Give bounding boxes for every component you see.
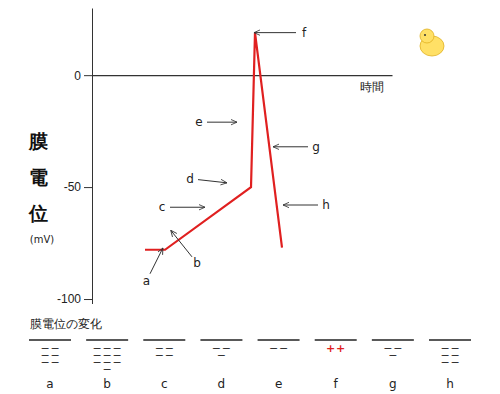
- y-tick: -100: [57, 292, 92, 306]
- y-tick-mark: [84, 187, 92, 188]
- membrane-line: [258, 339, 300, 341]
- charge-symbol: −: [450, 356, 459, 369]
- annotation-arrow: [254, 32, 296, 33]
- membrane-panel: −−−g: [372, 340, 414, 391]
- panel-label: b: [103, 377, 111, 391]
- membrane-panel: ++ f: [315, 340, 357, 391]
- x-axis-line: [93, 75, 393, 76]
- membrane-line: [372, 339, 414, 341]
- membrane-line: [315, 339, 357, 341]
- annotation-label: a: [143, 274, 150, 288]
- charge-symbol: −: [40, 356, 49, 369]
- charge-symbol: −: [279, 342, 288, 355]
- panel-label: f: [334, 377, 339, 391]
- charge-row: −−: [440, 356, 459, 369]
- panel-label: a: [46, 377, 53, 391]
- annotation-arrow: [198, 180, 227, 183]
- chart: 0-50-100時間膜電位(mV)abcdefgh膜電位の変化−−−−−−a−−…: [0, 0, 500, 394]
- membrane-line: [143, 339, 185, 341]
- y-axis: 0 -50 -100: [57, 9, 93, 307]
- y-tick-mark: [84, 299, 92, 300]
- charge-symbol: −: [217, 349, 226, 362]
- membrane-panel: −−−− c: [143, 340, 185, 391]
- charge-row: −: [217, 349, 226, 362]
- panel-label: e: [275, 377, 282, 391]
- y-axis-line: [92, 9, 93, 305]
- membrane-line: [200, 339, 242, 341]
- annotation-label: g: [312, 140, 320, 154]
- annotation-arrow: [150, 248, 163, 274]
- annotation-arrow: [171, 230, 192, 257]
- annotation-label: d: [186, 172, 194, 186]
- annotation-label: b: [193, 256, 201, 270]
- charge-symbol: +: [326, 342, 335, 355]
- plot-area: [145, 33, 282, 250]
- membrane-line: [29, 339, 71, 341]
- y-tick-label: -100: [57, 292, 81, 306]
- y-tick-mark: [84, 75, 92, 76]
- membrane-panel: −− e: [258, 340, 300, 391]
- y-tick-label: -50: [64, 180, 82, 194]
- annotation-label: f: [302, 26, 307, 40]
- annotation-arrow: [170, 207, 205, 208]
- charge-symbol: −: [388, 349, 397, 362]
- annotation-label: e: [195, 115, 202, 129]
- charge-symbol: −: [113, 356, 122, 369]
- charge-row: −−: [269, 342, 288, 355]
- charge-symbol: −: [103, 363, 112, 376]
- panel-label: d: [218, 377, 226, 391]
- charge-symbol: −: [93, 356, 102, 369]
- chick-icon: [420, 29, 444, 56]
- diagram-title: 膜電位の変化: [30, 317, 102, 331]
- membrane-panel: −−−−−−a: [29, 340, 71, 391]
- y-axis-title: 膜電位: [28, 130, 48, 224]
- panel-label: g: [389, 377, 397, 391]
- annotation-arrow: [273, 146, 308, 147]
- charge-row: −: [388, 349, 397, 362]
- y-tick: 0: [74, 68, 92, 82]
- y-axis-unit: (mV): [30, 234, 54, 245]
- annotation-label: c: [159, 200, 166, 214]
- x-axis-title: 時間: [360, 80, 384, 94]
- charge-symbol: −: [440, 356, 449, 369]
- charge-symbol: −: [155, 349, 164, 362]
- membrane-panel: −−−−−−−−−−b: [86, 340, 128, 391]
- membrane-line: [86, 339, 128, 341]
- annotation-label: h: [322, 198, 330, 212]
- charge-symbol: −: [269, 342, 278, 355]
- panel-label: h: [446, 377, 454, 391]
- charge-row: ++: [326, 342, 345, 355]
- charge-symbol: −: [165, 349, 174, 362]
- charge-symbol: −: [50, 356, 59, 369]
- charge-row: −−: [155, 349, 174, 362]
- annotations: a b c d e f g h: [143, 26, 330, 288]
- charge-row: −−: [40, 356, 59, 369]
- y-tick-label: 0: [74, 68, 81, 82]
- panel-label: c: [161, 377, 168, 391]
- y-tick: -50: [64, 180, 92, 194]
- membrane-line: [429, 339, 471, 341]
- x-axis: [93, 75, 393, 76]
- charge-symbol: +: [336, 342, 345, 355]
- charge-row: −: [103, 363, 112, 376]
- membrane-panel: −−−−−−h: [429, 340, 471, 391]
- membrane-panel: −−−d: [200, 340, 242, 391]
- line: [145, 33, 282, 250]
- annotation-arrow: [207, 122, 237, 123]
- annotation-arrow: [283, 205, 318, 206]
